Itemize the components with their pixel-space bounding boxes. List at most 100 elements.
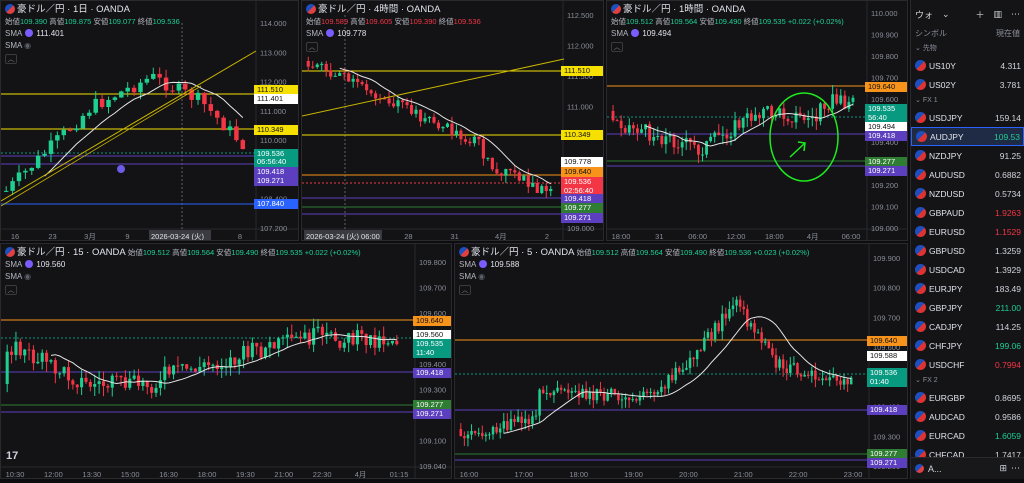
- candlestick: [513, 165, 517, 179]
- chart-canvas[interactable]: 114.000 113.000 112.000 111.000 110.000 109.0…: [1, 1, 299, 241]
- x-axis-tick-label: 17:00: [514, 470, 533, 479]
- watchlist-row[interactable]: EURJPY 183.49: [911, 279, 1024, 298]
- candlestick: [506, 413, 509, 433]
- add-symbol-icon[interactable]: ＋: [975, 9, 985, 20]
- candlestick: [741, 117, 745, 134]
- watchlist-row[interactable]: USDJPY 159.14: [911, 108, 1024, 127]
- section-fx1[interactable]: ⌄ FX 1: [915, 97, 938, 104]
- chart-pane-daily[interactable]: 114.000 113.000 112.000 111.000 110.000 109.0…: [0, 0, 299, 241]
- watchlist-row[interactable]: USDCAD 1.3929: [911, 260, 1024, 279]
- chevron-up-icon[interactable]: ︿: [5, 285, 17, 295]
- watchlist-row[interactable]: GBPUSD 1.3259: [911, 241, 1024, 260]
- chevron-up-icon[interactable]: ︿: [5, 54, 17, 64]
- section-label: FX 1: [922, 97, 938, 104]
- chart-header: 豪ドル／円 · 5 · OANDA 始値109.512 高値109.564 安値…: [459, 247, 809, 295]
- x-axis-tick-label: 18:00: [612, 232, 631, 241]
- section-futures[interactable]: ⌄ 先物: [915, 45, 937, 52]
- watchlist-symbol: US10Y: [929, 60, 956, 71]
- price-label: 109.536: [561, 177, 603, 187]
- watchlist-row[interactable]: CHFJPY 199.06: [911, 336, 1024, 355]
- candlestick: [106, 383, 110, 393]
- alert-marker-icon[interactable]: [117, 165, 125, 173]
- close-value: 109.535: [758, 17, 786, 26]
- candlestick: [767, 339, 771, 349]
- price-label: 109.560: [413, 330, 451, 340]
- candlestick: [660, 380, 663, 397]
- watchlist-row[interactable]: USDCHF 0.7994: [911, 355, 1024, 374]
- sma-line[interactable]: [44, 81, 244, 177]
- candlestick: [307, 328, 311, 349]
- chevron-up-icon[interactable]: ︿: [306, 42, 318, 52]
- watchlist-row[interactable]: CHFCAD 1.7417: [911, 445, 1024, 464]
- candlestick: [418, 109, 423, 127]
- price-label: 109.418: [254, 167, 298, 177]
- chevron-up-icon[interactable]: ︿: [611, 42, 623, 52]
- chart-pane-4h[interactable]: 112.500112.000111.500111.000110.500110.0…: [301, 0, 604, 241]
- watchlist-row[interactable]: US02Y 3.781: [911, 75, 1024, 94]
- watchlist-row[interactable]: NZDUSD 0.5734: [911, 184, 1024, 203]
- watchlist-row[interactable]: AUDUSD 0.6882: [911, 165, 1024, 184]
- watchlist-row[interactable]: NZDJPY 91.25: [911, 146, 1024, 165]
- sma-line[interactable]: [339, 67, 552, 185]
- watchlist-row[interactable]: EURGBP 0.8695: [911, 388, 1024, 407]
- candlestick: [531, 175, 535, 188]
- eye-icon[interactable]: ◉: [24, 272, 32, 281]
- watchlist-row[interactable]: EURUSD 1.1529: [911, 222, 1024, 241]
- chart-pane-5m[interactable]: 109.900109.800109.700109.600109.500109.4…: [454, 243, 908, 479]
- chart-header: 豪ドル／円 · 1日 · OANDA 始値109.390 高値109.875 安…: [5, 4, 180, 64]
- aud-flag-icon: [5, 4, 15, 14]
- watchlist-price: 1.1529: [995, 226, 1021, 237]
- candlestick: [756, 328, 760, 334]
- chart-pane-15m[interactable]: 109.800109.700109.600109.500109.400109.3…: [0, 243, 452, 479]
- drawn-circle-annotation[interactable]: [769, 92, 839, 182]
- chart-canvas[interactable]: 109.800109.700109.600109.500109.400109.3…: [1, 244, 452, 479]
- candlestick: [67, 127, 73, 132]
- watchlist-price: 199.06: [995, 340, 1021, 351]
- symbol-details-bar[interactable]: A... ⊞ ⋯: [911, 457, 1024, 479]
- candlestick: [255, 342, 259, 355]
- candlestick: [835, 88, 839, 106]
- chart-pane-1h[interactable]: 110.000109.900109.800109.700109.600109.5…: [606, 0, 908, 241]
- change-value: +0.022 (+0.02%): [304, 248, 361, 257]
- candlestick: [396, 96, 400, 113]
- column-symbol[interactable]: シンボル: [915, 29, 947, 38]
- x-axis-tick-label: 18:00: [569, 470, 588, 479]
- watchlist-row[interactable]: GBPJPY 211.00: [911, 298, 1024, 317]
- watchlist-row[interactable]: GBPAUD 1.9263: [911, 203, 1024, 222]
- candlestick: [599, 381, 602, 397]
- open-value: 109.512: [591, 248, 619, 257]
- chart-canvas[interactable]: 109.900109.800109.700109.600109.500109.4…: [455, 244, 908, 479]
- more-icon[interactable]: ⋯: [1011, 8, 1020, 19]
- sma-line[interactable]: [503, 316, 852, 434]
- chevron-up-icon[interactable]: ︿: [459, 285, 471, 295]
- candlestick: [303, 324, 307, 340]
- sma-line[interactable]: [50, 334, 397, 385]
- candlestick: [806, 110, 810, 128]
- watchlist-tab[interactable]: ウォ: [915, 9, 934, 20]
- column-price[interactable]: 現在値: [996, 29, 1020, 38]
- x-axis-tick-label: 2: [545, 232, 549, 241]
- chevron-down-icon[interactable]: ⌄: [942, 8, 950, 19]
- more-icon[interactable]: ⋯: [1011, 463, 1020, 473]
- eye-icon[interactable]: ◉: [24, 41, 32, 50]
- watchlist-row[interactable]: CADJPY 114.25: [911, 317, 1024, 336]
- watchlist-row[interactable]: US10Y 4.311: [911, 56, 1024, 75]
- section-fx2[interactable]: ⌄ FX 2: [915, 377, 938, 384]
- sma-value: 109.778: [337, 29, 367, 38]
- watchlist-row[interactable]: AUDCAD 0.9586: [911, 407, 1024, 426]
- candlestick: [709, 133, 713, 143]
- chart-canvas[interactable]: 110.000109.900109.800109.700109.600109.5…: [607, 1, 908, 241]
- chart-title: 豪ドル／円 · 4時間 · OANDA: [318, 4, 441, 15]
- candlestick: [333, 72, 337, 77]
- watchlist-row[interactable]: AUDJPY 109.53: [911, 127, 1024, 146]
- candlestick: [796, 362, 799, 378]
- candlestick: [733, 111, 737, 142]
- watchlist-row[interactable]: EURCAD 1.6059: [911, 426, 1024, 445]
- sma-line[interactable]: [645, 103, 854, 147]
- high-label: 高値: [49, 17, 65, 26]
- watchlist-price: 1.9263: [995, 207, 1021, 218]
- drawn-arrow-annotation[interactable]: [789, 141, 806, 158]
- layout-icon[interactable]: ▥: [993, 8, 1002, 19]
- grid-icon[interactable]: ⊞: [999, 463, 1007, 473]
- eye-icon[interactable]: ◉: [478, 272, 486, 281]
